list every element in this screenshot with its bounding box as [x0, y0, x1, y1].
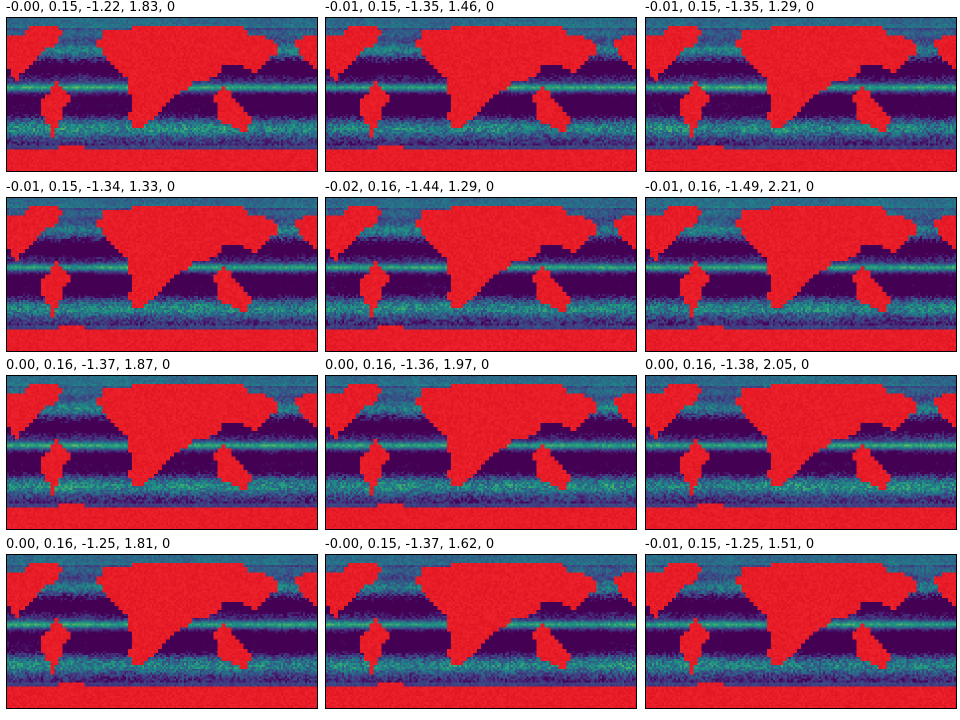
map-heatmap [646, 198, 956, 351]
map-axes [325, 17, 637, 172]
map-axes [645, 375, 957, 530]
map-panel: 0.00, 0.16, -1.38, 2.05, 0 [645, 358, 957, 530]
map-panel: 0.00, 0.16, -1.25, 1.81, 0 [6, 537, 318, 709]
map-heatmap [646, 555, 956, 708]
map-axes [6, 375, 318, 530]
map-axes [6, 197, 318, 352]
map-heatmap [7, 376, 317, 529]
map-axes [645, 554, 957, 709]
map-heatmap [7, 198, 317, 351]
map-panel: -0.00, 0.15, -1.22, 1.83, 0 [6, 0, 318, 172]
panel-title: -0.01, 0.15, -1.25, 1.51, 0 [645, 537, 815, 552]
map-panel: 0.00, 0.16, -1.36, 1.97, 0 [325, 358, 637, 530]
map-axes [6, 17, 318, 172]
map-axes [325, 554, 637, 709]
panel-title: 0.00, 0.16, -1.38, 2.05, 0 [645, 358, 810, 373]
map-heatmap [326, 376, 636, 529]
panel-title: -0.00, 0.15, -1.22, 1.83, 0 [6, 0, 176, 15]
panel-title: 0.00, 0.16, -1.36, 1.97, 0 [325, 358, 490, 373]
panel-title: 0.00, 0.16, -1.25, 1.81, 0 [6, 537, 171, 552]
map-panel: 0.00, 0.16, -1.37, 1.87, 0 [6, 358, 318, 530]
panel-title: -0.01, 0.15, -1.34, 1.33, 0 [6, 180, 176, 195]
map-panel: -0.01, 0.16, -1.49, 2.21, 0 [645, 180, 957, 352]
map-heatmap [7, 18, 317, 171]
map-panel: -0.01, 0.15, -1.35, 1.46, 0 [325, 0, 637, 172]
panel-title: -0.01, 0.16, -1.49, 2.21, 0 [645, 180, 815, 195]
map-panel: -0.01, 0.15, -1.25, 1.51, 0 [645, 537, 957, 709]
map-heatmap [326, 198, 636, 351]
map-heatmap [646, 376, 956, 529]
map-axes [325, 197, 637, 352]
panel-title: -0.01, 0.15, -1.35, 1.29, 0 [645, 0, 815, 15]
panel-title: -0.00, 0.15, -1.37, 1.62, 0 [325, 537, 495, 552]
map-panel: -0.01, 0.15, -1.35, 1.29, 0 [645, 0, 957, 172]
map-axes [645, 17, 957, 172]
panel-title: 0.00, 0.16, -1.37, 1.87, 0 [6, 358, 171, 373]
map-heatmap [646, 18, 956, 171]
map-panel: -0.02, 0.16, -1.44, 1.29, 0 [325, 180, 637, 352]
map-heatmap [7, 555, 317, 708]
map-axes [645, 197, 957, 352]
panel-title: -0.01, 0.15, -1.35, 1.46, 0 [325, 0, 495, 15]
map-heatmap [326, 555, 636, 708]
map-panel: -0.00, 0.15, -1.37, 1.62, 0 [325, 537, 637, 709]
map-axes [325, 375, 637, 530]
map-axes [6, 554, 318, 709]
panel-title: -0.02, 0.16, -1.44, 1.29, 0 [325, 180, 495, 195]
map-panel: -0.01, 0.15, -1.34, 1.33, 0 [6, 180, 318, 352]
map-heatmap [326, 18, 636, 171]
